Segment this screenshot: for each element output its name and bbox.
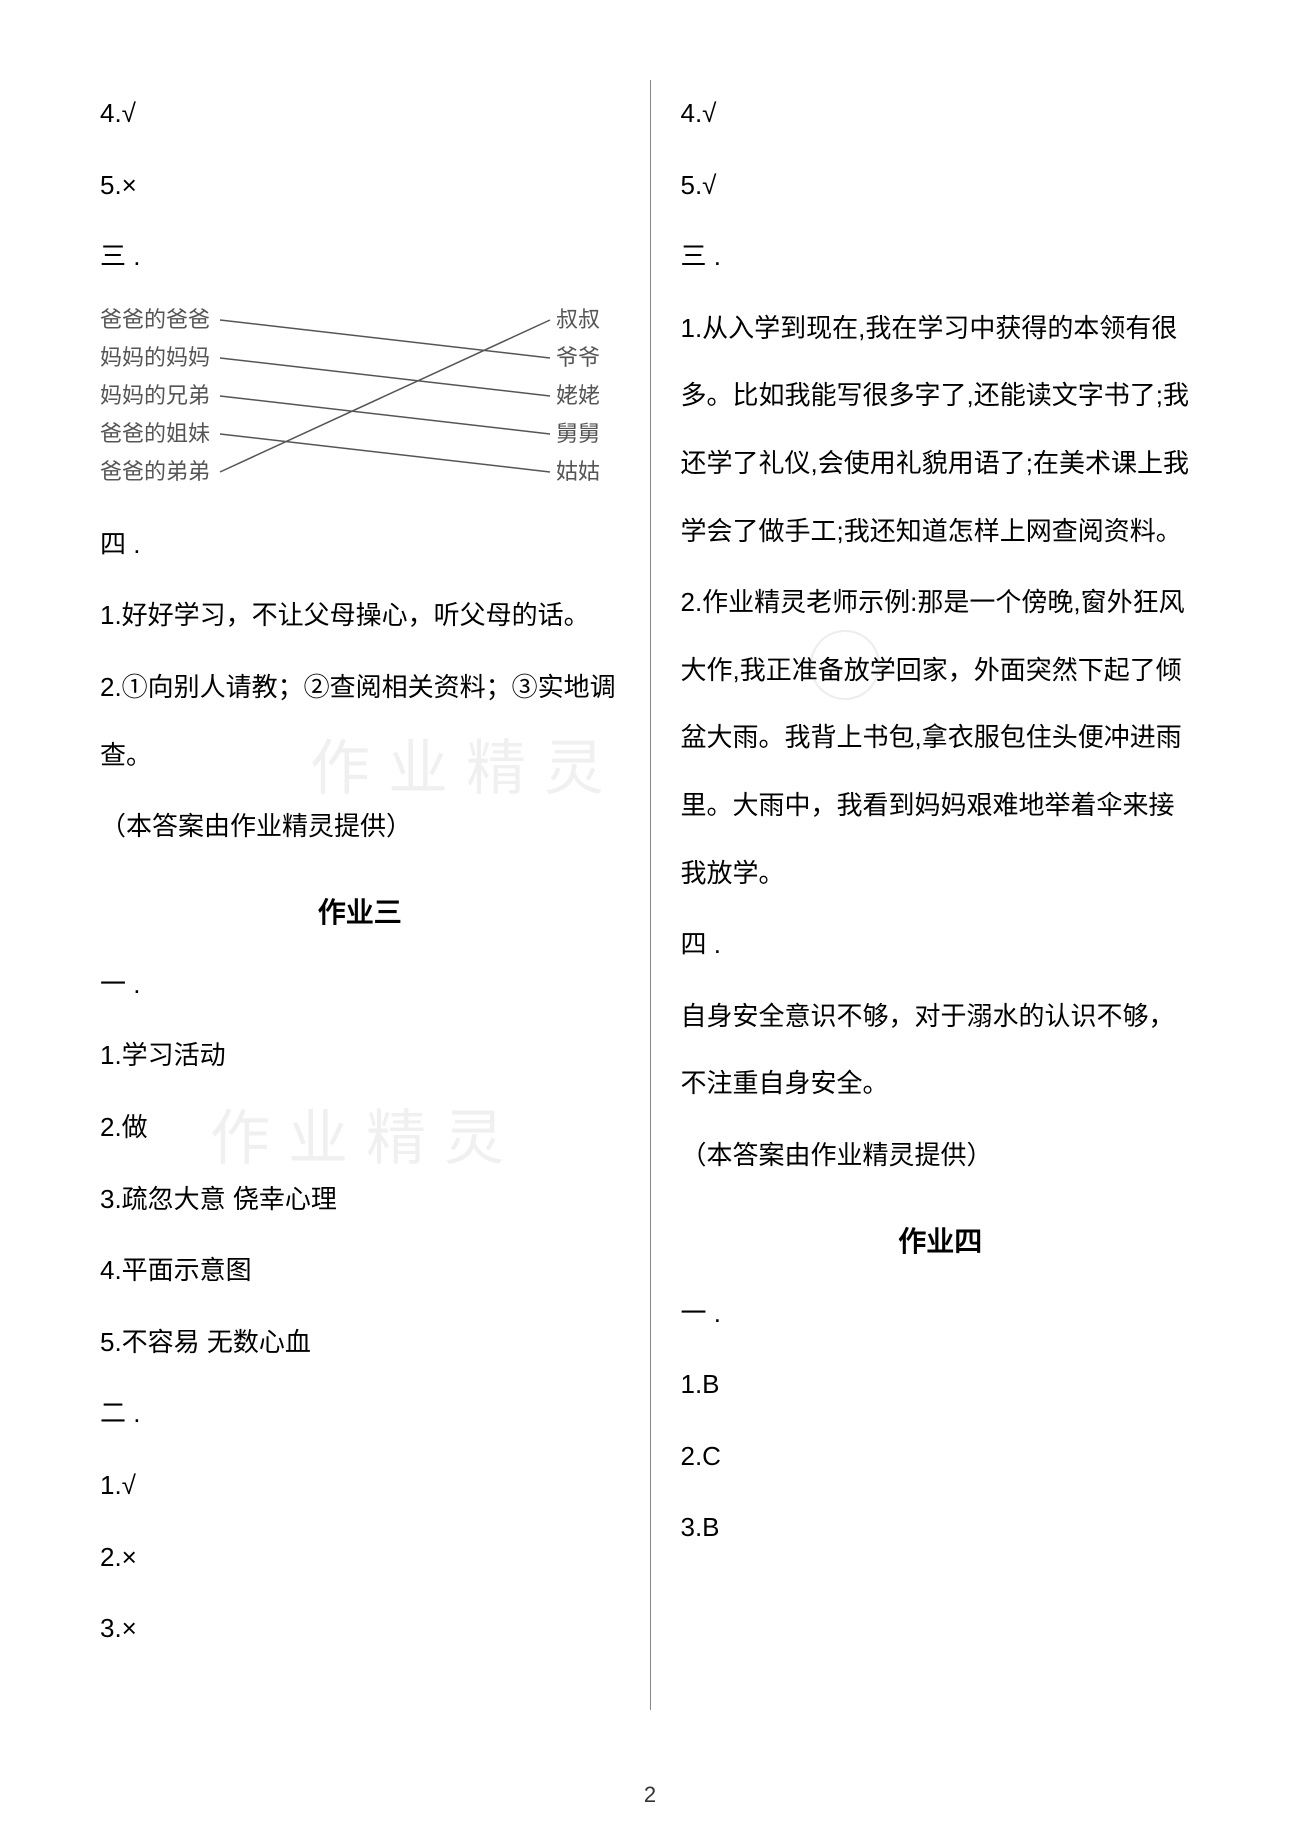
match-label: 妈妈的妈妈	[100, 339, 210, 377]
matching-diagram: 爸爸的爸爸 妈妈的妈妈 妈妈的兄弟 爸爸的姐妹 爸爸的弟弟 叔叔 爷爷 姥姥 舅…	[100, 301, 600, 491]
right-column: 4.√ 5.√ 三 . 1.从入学到现在,我在学习中获得的本领有很多。比如我能写…	[661, 80, 1221, 1798]
match-label: 舅舅	[556, 415, 600, 453]
page-number: 2	[644, 1782, 656, 1808]
answer-text: 自身安全意识不够，对于溺水的认识不够，不注重自身安全。	[681, 983, 1201, 1118]
matching-left-list: 爸爸的爸爸 妈妈的妈妈 妈妈的兄弟 爸爸的姐妹 爸爸的弟弟	[100, 301, 210, 491]
match-label: 妈妈的兄弟	[100, 377, 210, 415]
match-label: 爸爸的姐妹	[100, 415, 210, 453]
answer-item: 4.√	[681, 80, 1201, 148]
section-header: 三 .	[681, 223, 1201, 291]
answer-text: 1.好好学习，不让父母操心，听父母的话。	[100, 582, 620, 650]
attribution-text: （本答案由作业精灵提供）	[681, 1122, 1201, 1190]
answer-text: 2.①向别人请教；②查阅相关资料；③实地调查。	[100, 654, 620, 789]
section-header: 四 .	[681, 911, 1201, 979]
answer-paragraph: 1.从入学到现在,我在学习中获得的本领有很多。比如我能写很多字了,还能读文字书了…	[681, 295, 1201, 565]
column-divider	[650, 80, 651, 1710]
match-label: 姥姥	[556, 377, 600, 415]
attribution-text: （本答案由作业精灵提供）	[100, 793, 620, 861]
answer-item: 2.做	[100, 1094, 620, 1162]
section-header: 二 .	[100, 1380, 620, 1448]
answer-item: 3.疏忽大意 侥幸心理	[100, 1166, 620, 1234]
answer-item: 1.学习活动	[100, 1022, 620, 1090]
match-label: 爸爸的弟弟	[100, 453, 210, 491]
section-header: 一 .	[100, 951, 620, 1019]
answer-item: 2.×	[100, 1524, 620, 1592]
answer-paragraph: 2.作业精灵老师示例:那是一个傍晚,窗外狂风大作,我正准备放学回家，外面突然下起…	[681, 569, 1201, 907]
answer-item: 3.×	[100, 1595, 620, 1663]
answer-item: 5.×	[100, 152, 620, 220]
answer-item: 5.√	[681, 152, 1201, 220]
homework-title: 作业三	[100, 891, 620, 931]
answer-item: 5.不容易 无数心血	[100, 1309, 620, 1377]
match-label: 叔叔	[556, 301, 600, 339]
match-label: 爷爷	[556, 339, 600, 377]
answer-item: 1.√	[100, 1452, 620, 1520]
answer-item: 4.平面示意图	[100, 1237, 620, 1305]
section-header: 四 .	[100, 511, 620, 579]
answer-item: 4.√	[100, 80, 620, 148]
answer-item: 2.C	[681, 1423, 1201, 1491]
section-header: 三 .	[100, 223, 620, 291]
section-header: 一 .	[681, 1280, 1201, 1348]
answer-item: 3.B	[681, 1494, 1201, 1562]
answer-item: 1.B	[681, 1351, 1201, 1419]
left-column: 4.√ 5.× 三 . 爸爸的爸爸 妈妈的妈妈 妈妈的兄弟 爸爸的姐妹 爸爸的弟…	[80, 80, 640, 1798]
match-label: 爸爸的爸爸	[100, 301, 210, 339]
homework-title: 作业四	[681, 1220, 1201, 1260]
matching-right-list: 叔叔 爷爷 姥姥 舅舅 姑姑	[556, 301, 600, 491]
page-container: 4.√ 5.× 三 . 爸爸的爸爸 妈妈的妈妈 妈妈的兄弟 爸爸的姐妹 爸爸的弟…	[0, 0, 1300, 1838]
match-label: 姑姑	[556, 453, 600, 491]
